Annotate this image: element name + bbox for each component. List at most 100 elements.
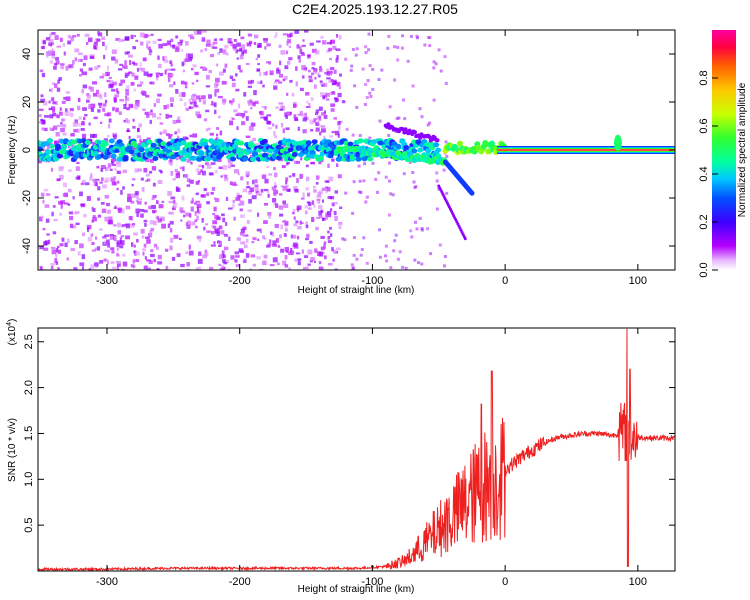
heatmap-noise-cell [335,58,339,63]
heatmap-noise-cell [283,233,287,237]
heatmap-noise-cell [57,124,62,127]
heatmap-noise-cell [61,124,67,128]
heatmap-noise-cell [261,111,265,116]
heatmap-noise-cell [148,111,153,116]
heatmap-noise-cell [164,59,169,63]
heatmap-noise-cell [247,100,252,104]
heatmap-noise-cell [418,107,422,111]
heatmap-noise-cell [54,35,59,40]
heatmap-noise-cell [184,81,188,85]
heatmap-noise-cell [148,205,152,210]
heatmap-noise-cell [172,120,177,124]
heatmap-band-cell [138,147,145,153]
heatmap-noise-cell [214,169,218,174]
heatmap-noise-cell [326,42,331,45]
heatmap-noise-cell [156,98,160,104]
heatmap-noise-cell [263,237,267,240]
heatmap-noise-cell [251,241,255,244]
heatmap-noise-cell [280,105,285,111]
heatmap-noise-cell [219,38,223,41]
heatmap-noise-cell [256,69,260,72]
heatmap-noise-cell [70,133,75,137]
heatmap-noise-cell [192,64,197,68]
heatmap-noise-cell [322,95,325,100]
heatmap-noise-cell [206,192,210,197]
heatmap-noise-cell [142,57,147,62]
heatmap-noise-cell [82,266,84,270]
heatmap-noise-cell [246,220,250,224]
heatmap-noise-cell [217,216,221,221]
heatmap-noise-cell [338,225,342,229]
heatmap-noise-cell [39,121,43,124]
heatmap-noise-cell [102,184,107,189]
heatmap-noise-cell [84,33,90,37]
heatmap-noise-cell [126,51,130,54]
heatmap-noise-cell [126,130,131,132]
heatmap-noise-cell [45,218,50,223]
heatmap-noise-cell [93,116,98,120]
heatmap-noise-cell [145,173,150,177]
heatmap-noise-cell [177,116,181,120]
heatmap-noise-cell [132,118,135,122]
heatmap-noise-cell [388,161,391,165]
heatmap-noise-cell [173,200,176,205]
heatmap-noise-cell [260,188,264,193]
heatmap-noise-cell [222,217,226,223]
heatmap-noise-cell [170,171,174,176]
heatmap-noise-cell [393,239,397,243]
heatmap-noise-cell [156,268,161,270]
heatmap-noise-cell [136,239,139,243]
heatmap-noise-cell [387,34,391,38]
heatmap-noise-cell [80,128,85,131]
heatmap-noise-cell [213,225,217,229]
heatmap-noise-cell [236,237,241,241]
heatmap-noise-cell [120,190,123,195]
heatmap-noise-cell [254,143,259,147]
heatmap-noise-cell [148,49,153,53]
heatmap-noise-cell [252,179,255,185]
heatmap-noise-cell [331,159,335,162]
heatmap-noise-cell [231,82,236,88]
heatmap-noise-cell [116,254,120,257]
heatmap-noise-cell [337,92,342,98]
heatmap-noise-cell [75,166,80,171]
heatmap-noise-cell [136,212,139,217]
heatmap-noise-cell [329,57,332,61]
heatmap-noise-cell [321,112,326,116]
heatmap-noise-cell [242,226,247,231]
heatmap-noise-cell [335,98,339,102]
heatmap-noise-cell [191,68,194,71]
heatmap-noise-cell [102,103,107,107]
heatmap-noise-cell [257,42,262,48]
heatmap-noise-cell [217,52,221,55]
heatmap-noise-cell [397,116,401,120]
y-tick-label: 1.5 [23,426,35,441]
heatmap-noise-cell [273,85,278,90]
heatmap-noise-cell [77,123,83,127]
heatmap-noise-cell [111,161,115,166]
heatmap-noise-cell [214,109,217,115]
heatmap-noise-cell [278,44,282,48]
heatmap-noise-cell [177,135,180,141]
heatmap-noise-cell [352,180,356,184]
heatmap-noise-cell [264,116,269,121]
heatmap-noise-cell [349,68,353,72]
heatmap-noise-cell [292,103,297,108]
heatmap-noise-cell [324,180,329,183]
heatmap-noise-cell [219,267,225,270]
heatmap-noise-cell [420,228,424,232]
heatmap-noise-cell [226,52,229,56]
heatmap-noise-cell [335,48,341,51]
heatmap-noise-cell [211,100,214,106]
heatmap-noise-cell [237,172,240,176]
heatmap-noise-cell [198,238,202,243]
heatmap-noise-cell [65,65,69,71]
heatmap-noise-cell [119,237,122,240]
heatmap-noise-cell [86,95,91,99]
heatmap-noise-cell [288,45,291,48]
heatmap-noise-cell [51,211,54,217]
heatmap-noise-cell [185,137,189,140]
heatmap-noise-cell [326,71,331,75]
heatmap-noise-cell [293,223,298,227]
heatmap-noise-cell [142,108,146,111]
